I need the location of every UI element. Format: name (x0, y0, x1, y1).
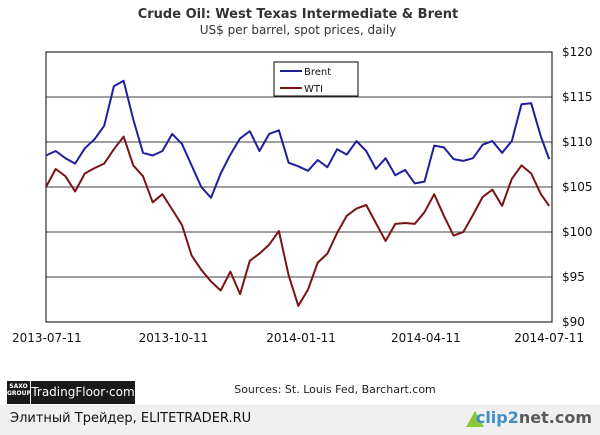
y-tick-label: $110 (562, 135, 593, 149)
y-axis-ticks: $90 $95 $100 $105 $110 $115 $120 (562, 45, 593, 329)
saxo-group-logo: SAXO GROUP (7, 381, 31, 404)
legend-label-brent: Brent (304, 67, 331, 78)
clip2net-arrow-icon (466, 411, 484, 427)
tradingfloor-logo: TradingFloor·com (31, 381, 135, 404)
legend-box (273, 61, 359, 97)
grid-lines (46, 96, 552, 278)
saxo-logo-bottom: GROUP (7, 390, 31, 397)
source-note: Sources: St. Louis Fed, Barchart.com (234, 383, 436, 396)
clip2net-part1: clip (475, 408, 508, 427)
clip2net-logo: clip2net.com (476, 408, 592, 427)
watermark-footer: Элитный Трейдер, ELITETRADER.RU clip2net… (0, 405, 600, 435)
saxo-logo-top: SAXO (9, 383, 28, 390)
series-lines (45, 79, 551, 307)
x-axis-ticks: 2013-07-11 2013-10-11 2014-01-11 2014-04-11… (12, 331, 584, 345)
y-tick-label: $115 (562, 90, 593, 104)
clip2net-part3: net.com (518, 408, 592, 427)
x-tick-label: 2014-07-11 (514, 331, 584, 345)
legend: Brent WTI (273, 61, 359, 97)
x-tick-label: 2014-01-11 (266, 331, 336, 345)
series-line-brent (45, 79, 551, 199)
series-line-wti (45, 135, 551, 307)
x-tick-label: 2013-10-11 (139, 331, 209, 345)
y-tick-label: $100 (562, 225, 593, 239)
y-tick-label: $95 (562, 270, 585, 284)
watermark-text: Элитный Трейдер, ELITETRADER.RU (10, 411, 252, 426)
legend-label-wti: WTI (304, 84, 323, 95)
x-tick-label: 2013-07-11 (12, 331, 82, 345)
y-tick-label: $105 (562, 180, 593, 194)
chart-title: Crude Oil: West Texas Intermediate & Bre… (138, 7, 459, 22)
chart-subtitle: US$ per barrel, spot prices, daily (200, 23, 397, 37)
x-tick-label: 2014-04-11 (391, 331, 461, 345)
y-tick-label: $90 (562, 315, 585, 329)
chart: Crude Oil: West Texas Intermediate & Bre… (12, 7, 593, 396)
y-tick-label: $120 (562, 45, 593, 59)
clip2net-part2: 2 (507, 408, 519, 427)
